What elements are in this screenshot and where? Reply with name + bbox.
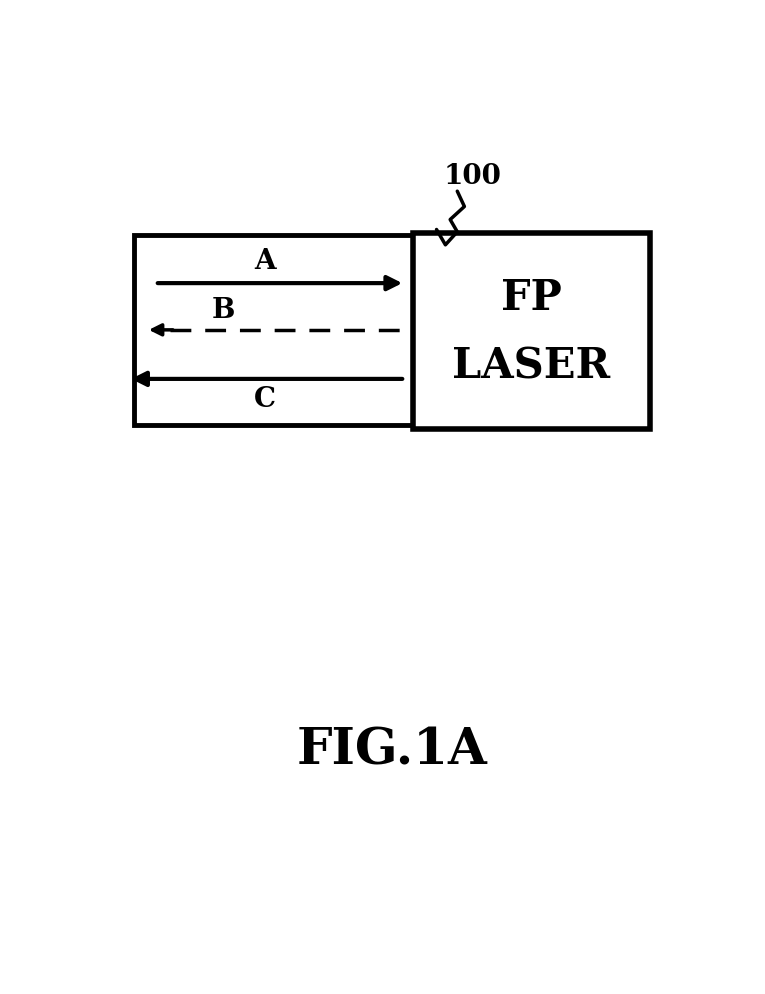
Text: A: A [254, 248, 275, 274]
Bar [413, 235, 650, 429]
Text: FP: FP [501, 276, 562, 318]
Text: C: C [253, 385, 275, 413]
Text: LASER: LASER [452, 345, 610, 387]
Text: FIG.1A: FIG.1A [297, 727, 487, 775]
Bar [134, 236, 413, 425]
Text: B: B [211, 297, 235, 324]
Text: 100: 100 [443, 163, 501, 190]
